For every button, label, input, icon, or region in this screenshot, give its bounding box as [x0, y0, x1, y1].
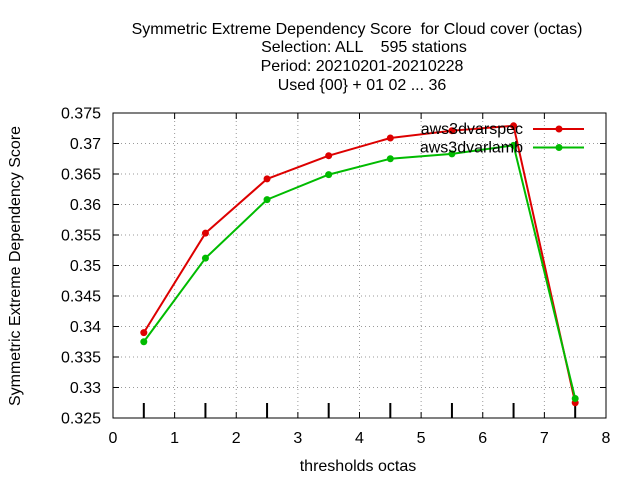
data-point — [201, 229, 209, 237]
threshold-markers — [142, 403, 577, 418]
x-tick-label: 8 — [602, 430, 611, 447]
data-point — [263, 196, 271, 204]
data-point — [448, 150, 456, 158]
y-tick-label: 0.335 — [61, 350, 101, 367]
y-tick-label: 0.365 — [61, 167, 101, 184]
title-line-3: Period: 20210201-20210228 — [261, 58, 464, 75]
data-point — [140, 338, 148, 346]
x-axis-ticks: 0 1 2 3 4 5 6 7 8 — [109, 113, 611, 447]
x-tick-label: 6 — [478, 430, 487, 447]
x-tick-label: 2 — [232, 430, 241, 447]
legend-item: aws3dvarlamb — [420, 140, 584, 157]
y-tick-label: 0.325 — [61, 411, 101, 428]
legend-swatch-marker — [555, 144, 563, 151]
x-tick-label: 1 — [170, 430, 179, 447]
legend-swatch-marker — [555, 125, 563, 133]
data-point — [510, 122, 518, 130]
title-line-4: Used {00} + 01 02 ... 36 — [278, 77, 447, 94]
data-point — [448, 127, 456, 135]
chart-title: Symmetric Extreme Dependency Score for C… — [132, 21, 583, 94]
legend: aws3dvarspec aws3dvarlamb — [420, 121, 584, 157]
y-tick-label: 0.345 — [61, 289, 101, 306]
data-point — [325, 171, 333, 179]
data-point — [571, 394, 579, 402]
x-tick-label: 7 — [540, 430, 549, 447]
plot-frame — [112, 112, 607, 419]
y-tick-label: 0.355 — [61, 228, 101, 245]
legend-item: aws3dvarspec — [421, 121, 584, 138]
series-line — [142, 124, 577, 403]
y-axis-label: Symmetric Extreme Dependency Score — [7, 126, 24, 406]
data-point — [201, 254, 209, 262]
y-tick-label: 0.35 — [70, 258, 101, 275]
grid — [113, 113, 606, 418]
x-tick-label: 3 — [293, 430, 302, 447]
data-point — [510, 141, 518, 149]
x-tick-label: 4 — [355, 430, 364, 447]
series-layer — [140, 122, 579, 407]
data-point — [386, 155, 394, 163]
legend-label: aws3dvarlamb — [420, 140, 523, 157]
legend-label: aws3dvarspec — [421, 121, 523, 138]
y-axis-ticks: 0.325 0.33 0.335 0.34 0.345 0.35 0.355 0.36 0.36… — [61, 106, 606, 428]
y-tick-label: 0.33 — [70, 380, 101, 397]
data-point — [386, 134, 394, 142]
title-line-2: Selection: ALL 595 stations — [261, 39, 467, 56]
y-tick-label: 0.34 — [70, 319, 101, 336]
y-tick-label: 0.37 — [70, 136, 101, 153]
data-point — [263, 175, 271, 183]
data-point — [140, 329, 148, 337]
series-line — [143, 144, 577, 399]
x-tick-label: 0 — [109, 430, 118, 447]
series-aws3dvarspec — [140, 122, 579, 407]
data-point — [325, 152, 333, 160]
title-line-1: Symmetric Extreme Dependency Score for C… — [132, 21, 583, 38]
series-aws3dvarlamb — [140, 141, 579, 402]
y-tick-label: 0.36 — [70, 197, 101, 214]
x-axis-label: thresholds octas — [300, 458, 417, 475]
y-tick-label: 0.375 — [61, 106, 101, 123]
x-tick-label: 5 — [417, 430, 426, 447]
